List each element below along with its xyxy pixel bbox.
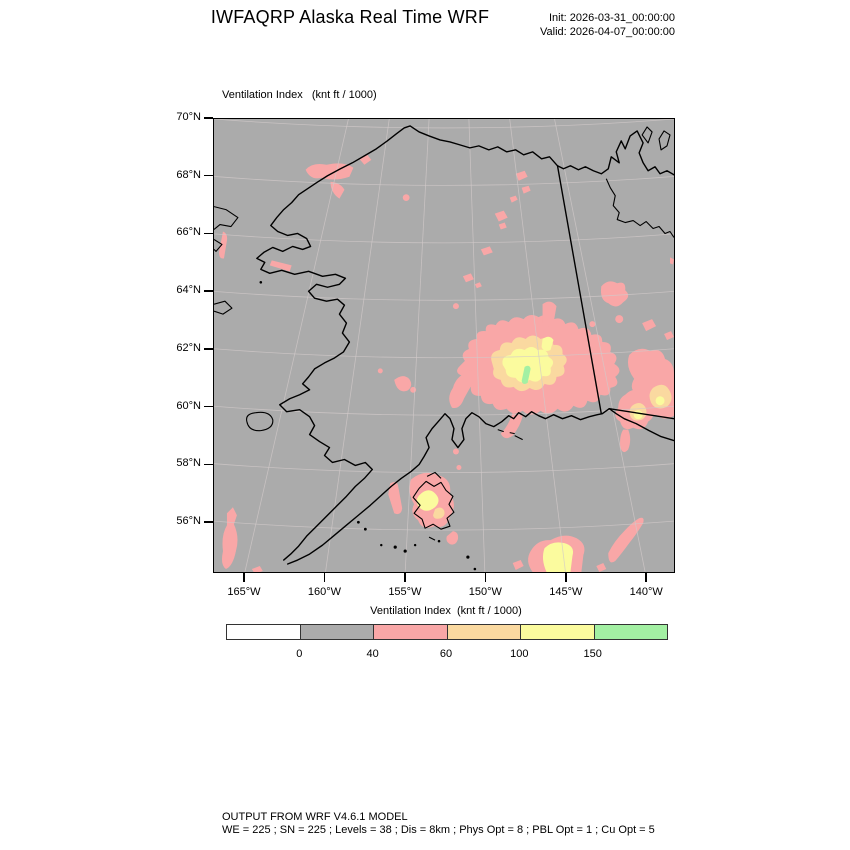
colorbar-segment xyxy=(227,625,301,639)
valid-time: Valid: 2026-04-07_00:00:00 xyxy=(540,26,675,38)
lon-tick xyxy=(243,573,245,582)
coastline xyxy=(214,125,674,571)
colorbar-segment xyxy=(374,625,448,639)
lat-tick xyxy=(204,290,213,292)
lat-tick-label: 58°N xyxy=(176,457,201,470)
lat-tick-label: 68°N xyxy=(176,168,201,181)
lon-tick-label: 150°W xyxy=(468,586,502,598)
lat-tick-label: 56°N xyxy=(176,515,201,527)
footer: OUTPUT FROM WRF V4.6.1 MODEL WE = 225 ; … xyxy=(222,811,655,837)
lon-tick-label: 160°W xyxy=(307,586,342,598)
lon-tick-label: 145°W xyxy=(549,586,583,598)
lat-tick xyxy=(204,463,213,466)
colorbar-tick-label: 60 xyxy=(439,648,453,660)
ventilation-shading xyxy=(218,154,674,572)
map-panel xyxy=(213,118,675,573)
lon-tick xyxy=(484,573,487,582)
init-time: Init: 2026-03-31_00:00:00 xyxy=(549,12,675,24)
colorbar-segment xyxy=(521,625,595,639)
lat-tick-label: 70°N xyxy=(176,111,201,123)
colorbar-tick-label: 0 xyxy=(296,648,303,660)
colorbar-segment xyxy=(594,625,667,639)
lat-tick xyxy=(204,174,213,177)
lat-tick-label: 60°N xyxy=(176,399,201,412)
colorbar-segment xyxy=(300,625,374,639)
lon-tick xyxy=(323,573,326,582)
colorbar-tick-label: 40 xyxy=(366,648,379,660)
lon-tick xyxy=(645,573,647,582)
lon-tick-label: 155°W xyxy=(388,586,422,598)
lon-tick xyxy=(404,573,406,582)
graticule xyxy=(214,119,674,572)
lat-tick xyxy=(204,348,213,350)
field-label: Ventilation Index (knt ft / 1000) xyxy=(222,89,377,101)
footer-line-1: OUTPUT FROM WRF V4.6.1 MODEL xyxy=(222,811,408,823)
lat-tick xyxy=(204,232,213,235)
lat-tick-label: 64°N xyxy=(176,284,201,297)
lon-tick-label: 140°W xyxy=(629,586,663,598)
colorbar-title: Ventilation Index (knt ft / 1000) xyxy=(370,605,522,617)
page-title: IWFAQRP Alaska Real Time WRF xyxy=(210,7,490,27)
lat-tick-label: 66°N xyxy=(176,226,201,239)
lon-tick xyxy=(565,573,567,582)
colorbar-tick-label: 100 xyxy=(510,648,529,660)
footer-line-2: WE = 225 ; SN = 225 ; Levels = 38 ; Dis … xyxy=(222,824,655,836)
model-times: Init: 2026-03-31_00:00:00 Valid: 2026-04… xyxy=(540,11,675,39)
map-canvas xyxy=(214,119,674,572)
lat-tick-label: 62°N xyxy=(176,341,201,354)
lat-tick xyxy=(204,117,213,119)
lon-tick-label: 165°W xyxy=(227,586,261,598)
lat-tick xyxy=(204,405,213,408)
lat-tick xyxy=(204,521,213,523)
colorbar-segment xyxy=(447,625,521,639)
colorbar-tick-label: 150 xyxy=(583,648,602,660)
colorbar xyxy=(226,624,668,640)
